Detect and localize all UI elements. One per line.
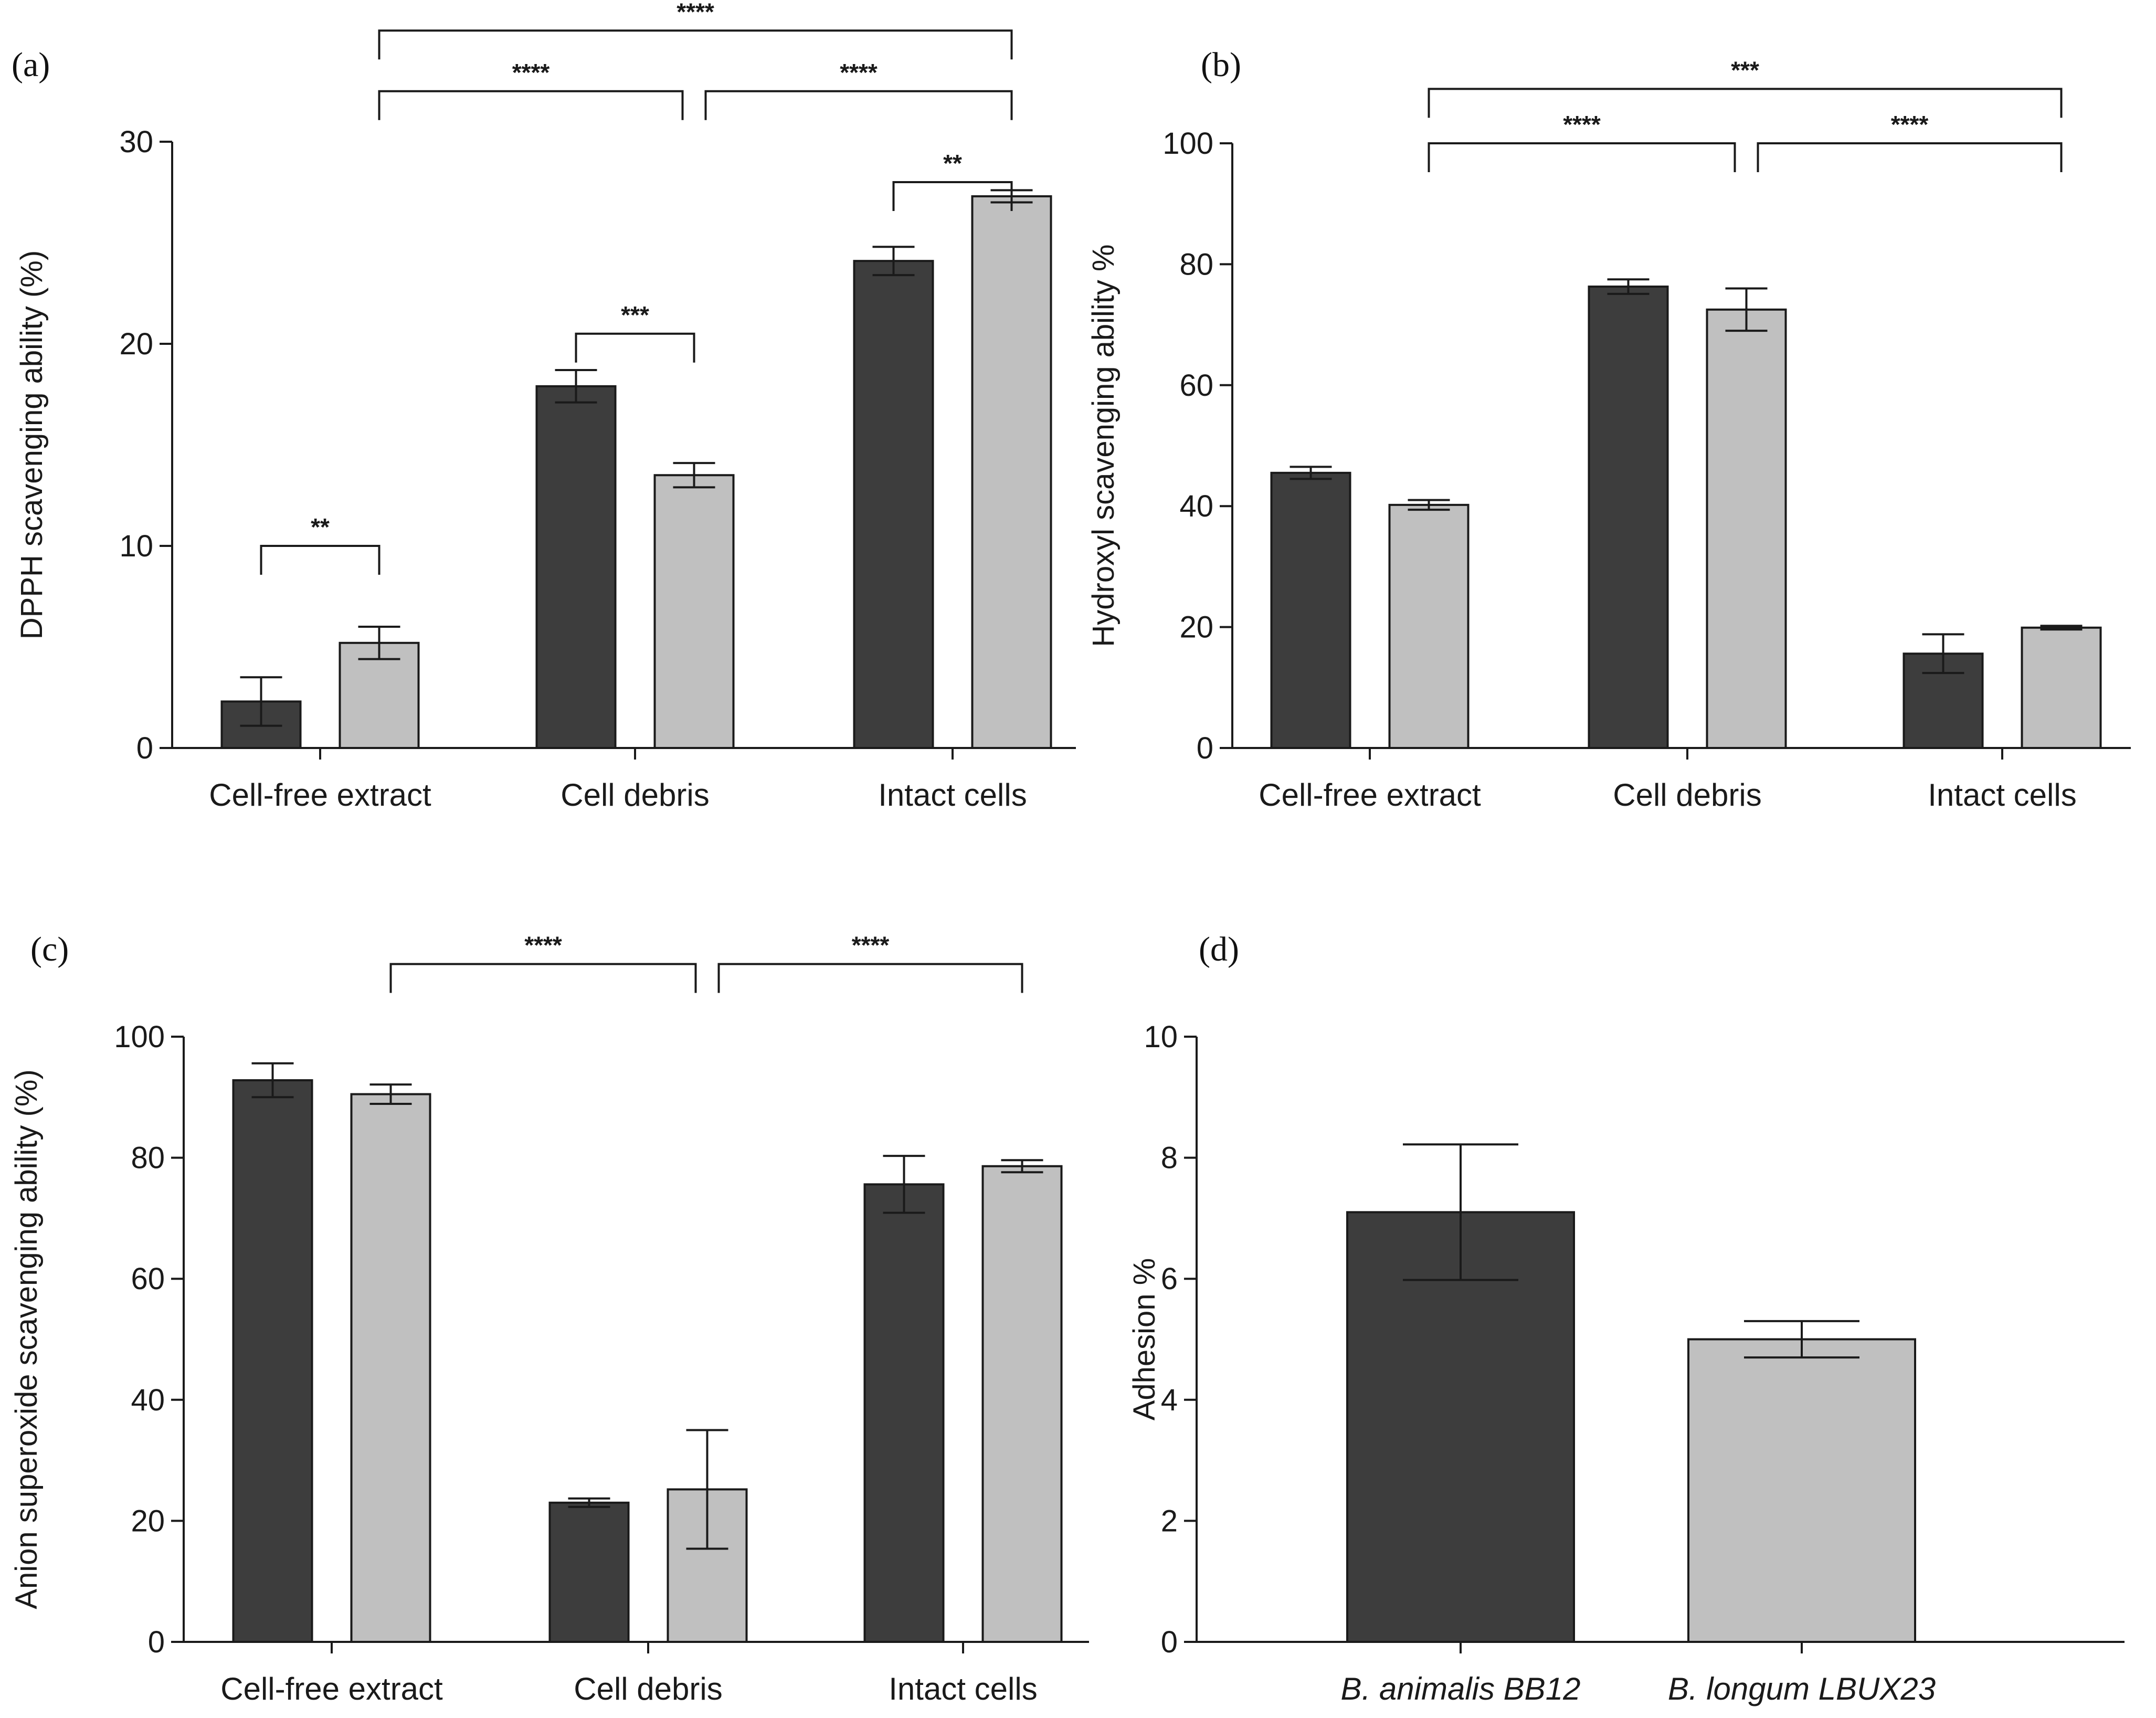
significance-label: *** — [621, 301, 649, 329]
significance-bracket — [378, 29, 1013, 60]
panel-label: (d) — [1199, 930, 1239, 968]
significance-label: *** — [1731, 56, 1759, 83]
significance-bracket — [389, 963, 697, 993]
panel-c-chart: (c) 0 20 40 60 80 100 Anion superoxide scavengi… — [9, 930, 1089, 1706]
bar — [1706, 308, 1787, 749]
panel-d-chart: (d) 0 2 4 6 8 10 Adhesion % B. animalis BB12 B. l… — [1127, 930, 2125, 1706]
significance-bracket — [892, 181, 1013, 211]
panel-b-chart: (b) 0 20 40 60 80 100 Hydroxyl scavenging abili… — [1086, 46, 2131, 813]
y-tick-label: 100 — [114, 1020, 165, 1054]
bar — [350, 1093, 431, 1643]
y-tick-label: 20 — [119, 327, 153, 361]
significance-label: **** — [677, 0, 714, 25]
y-tick-label: 40 — [1179, 489, 1213, 523]
x-category-label: Cell debris — [561, 777, 709, 813]
y-tick-label: 0 — [1161, 1625, 1178, 1659]
panel-label: (a) — [12, 46, 50, 84]
y-tick-label: 4 — [1161, 1383, 1178, 1417]
significance-bracket — [1757, 142, 2063, 172]
significance-label: ** — [943, 150, 962, 177]
bar — [535, 385, 617, 749]
significance-bracket — [378, 90, 684, 120]
y-tick-label: 40 — [131, 1383, 165, 1417]
x-category-label: Cell-free extract — [220, 1671, 443, 1706]
significance-bracket — [704, 90, 1013, 120]
significance-label: **** — [512, 59, 550, 86]
y-tick-label: 80 — [1179, 247, 1213, 281]
significance-bracket — [1428, 88, 2063, 118]
panel-label: (b) — [1201, 46, 1241, 84]
significance-bracket — [1428, 142, 1736, 172]
panel-a-chart: (a) 0 10 20 30 DPPH scavenging ability (%) Cel… — [12, 0, 1076, 813]
x-category-label: Intact cells — [889, 1671, 1037, 1706]
bar — [1687, 1338, 1916, 1643]
x-category-label: Cell debris — [1613, 777, 1761, 813]
x-category-label: Cell debris — [574, 1671, 722, 1706]
y-tick-label: 8 — [1161, 1141, 1178, 1175]
y-axis-label: Anion superoxide scavenging ability (%) — [9, 1069, 44, 1609]
y-axis-label: DPPH scavenging ability (%) — [15, 250, 49, 639]
y-tick-label: 0 — [1197, 731, 1213, 765]
x-category-label: Cell-free extract — [1259, 777, 1481, 813]
y-axis-label: Adhesion % — [1127, 1258, 1161, 1421]
x-category-label: Intact cells — [878, 777, 1027, 813]
panel-label: (c) — [30, 930, 69, 968]
y-tick-label: 30 — [119, 125, 153, 159]
x-category-label: B. animalis BB12 — [1341, 1671, 1581, 1706]
y-tick-label: 60 — [1179, 368, 1213, 403]
significance-bracket — [260, 545, 381, 575]
y-tick-label: 0 — [148, 1625, 165, 1659]
y-tick-label: 100 — [1162, 127, 1213, 161]
x-category-label: B. longum LBUX23 — [1668, 1671, 1936, 1706]
y-axis-label: Hydroxyl scavenging ability % — [1086, 244, 1121, 647]
bar — [971, 195, 1052, 750]
y-tick-label: 20 — [131, 1504, 165, 1538]
bar — [1346, 1211, 1575, 1643]
y-tick-label: 10 — [119, 529, 153, 563]
significance-label: **** — [1891, 111, 1929, 138]
significance-label: **** — [852, 932, 890, 959]
bar — [653, 474, 735, 749]
y-tick-label: 10 — [1144, 1020, 1178, 1054]
bar — [1270, 471, 1351, 749]
x-category-label: Intact cells — [1928, 777, 2076, 813]
significance-label: **** — [524, 932, 562, 959]
y-tick-label: 2 — [1161, 1504, 1178, 1538]
y-tick-label: 60 — [131, 1262, 165, 1296]
x-category-label: Cell-free extract — [209, 777, 431, 813]
y-tick-label: 20 — [1179, 610, 1213, 645]
bar — [2021, 626, 2102, 749]
bar — [1388, 503, 1470, 749]
bar — [863, 1183, 945, 1643]
y-tick-label: 0 — [136, 731, 153, 765]
bar — [232, 1079, 313, 1643]
y-tick-label: 80 — [131, 1141, 165, 1175]
y-tick-label: 6 — [1161, 1262, 1178, 1296]
bar — [853, 260, 934, 749]
significance-bracket — [717, 963, 1023, 993]
bar — [1588, 286, 1669, 749]
bar — [548, 1501, 630, 1643]
bar — [981, 1165, 1063, 1643]
significance-bracket — [575, 332, 695, 363]
significance-label: ** — [311, 513, 330, 541]
significance-label: **** — [1563, 111, 1601, 138]
significance-label: **** — [840, 59, 878, 86]
